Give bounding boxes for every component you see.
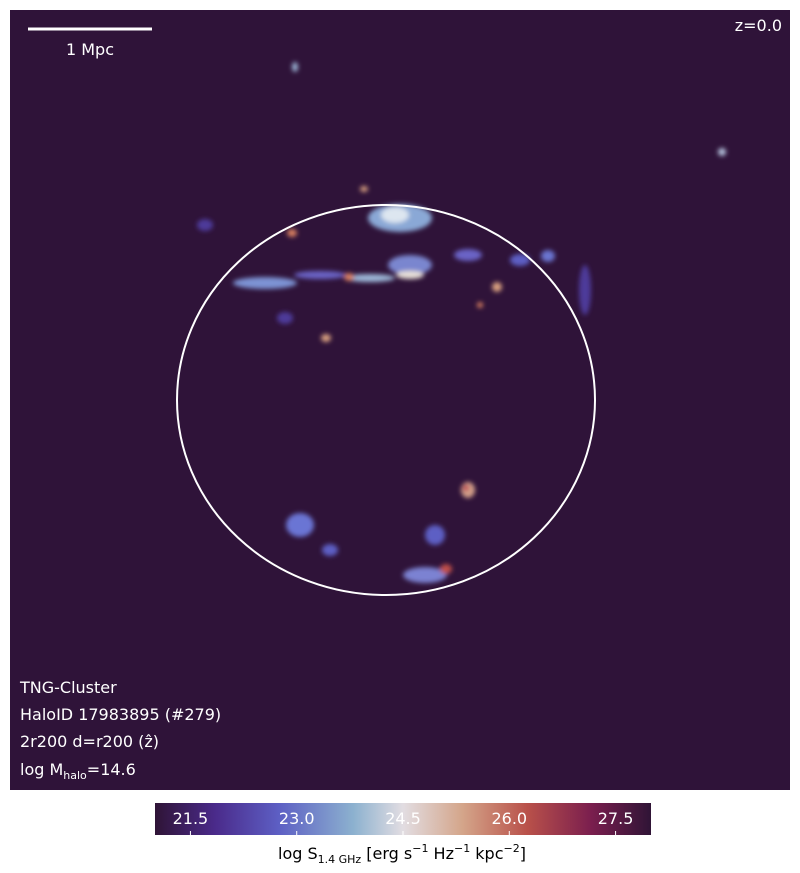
colorbar-tick-label: 23.0 — [279, 809, 315, 828]
cb-text: [erg s — [361, 844, 412, 863]
scale-bar-label: 1 Mpc — [66, 40, 114, 59]
mass-sub: halo — [63, 769, 87, 782]
cb-text: log S — [278, 844, 318, 863]
cb-sup: −1 — [454, 842, 470, 855]
r200-circle — [176, 204, 596, 596]
colorbar-tick-label: 26.0 — [491, 809, 527, 828]
cb-text: kpc — [470, 844, 503, 863]
emission — [197, 62, 726, 583]
colorbar — [155, 803, 651, 835]
cb-sup: −1 — [412, 842, 428, 855]
map-background — [10, 10, 790, 790]
info-line: TNG-Cluster — [19, 678, 117, 697]
colorbar-tick-label: 27.5 — [598, 809, 634, 828]
info-line: 2r200 d=r200 (ẑ) — [20, 732, 159, 751]
cb-sup: −2 — [504, 842, 520, 855]
colorbar-tick-label: 24.5 — [385, 809, 421, 828]
cb-text: ] — [520, 844, 526, 863]
redshift: z=0.0 — [735, 16, 782, 35]
colorbar-label: log S1.4 GHz [erg s−1 Hz−1 kpc−2] — [278, 842, 526, 866]
mass-label: log Mhalo=14.6 — [20, 760, 136, 782]
mass-text: =14.6 — [87, 760, 136, 779]
cb-text: Hz — [428, 844, 454, 863]
info-line: HaloID 17983895 (#279) — [20, 705, 221, 724]
mass-text: log M — [20, 760, 63, 779]
colorbar-tick-label: 21.5 — [173, 809, 209, 828]
cb-sub: 1.4 GHz — [318, 853, 362, 866]
